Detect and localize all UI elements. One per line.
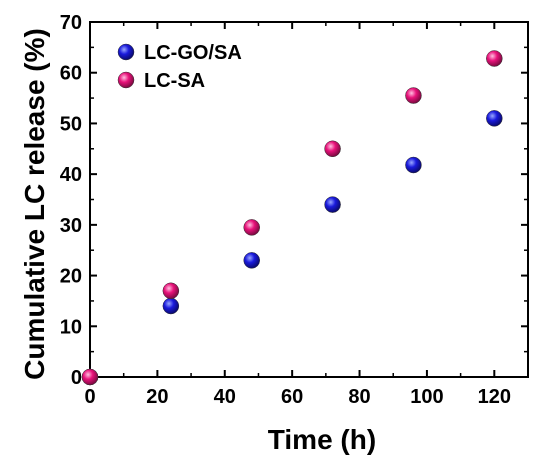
data-point-lc-sa bbox=[243, 219, 260, 236]
x-tick-label: 100 bbox=[410, 386, 443, 408]
x-tick-label: 0 bbox=[84, 386, 95, 408]
legend-label: LC-GO/SA bbox=[144, 42, 242, 64]
x-tick-label: 120 bbox=[478, 386, 511, 408]
y-tick-label: 10 bbox=[60, 316, 82, 338]
y-tick-label: 30 bbox=[60, 215, 82, 237]
data-point-lc-go-sa bbox=[243, 252, 260, 269]
x-tick-label: 20 bbox=[146, 386, 168, 408]
data-point-lc-sa bbox=[162, 282, 180, 300]
axis-ticks: 0 20 40 60 80 100 120 0 10 20 30 40 50 60 70 bbox=[60, 12, 528, 408]
y-axis-title: Cumulative LC release (%) bbox=[19, 28, 50, 380]
x-tick-label: 60 bbox=[281, 386, 303, 408]
y-tick-label: 20 bbox=[60, 266, 82, 288]
x-axis-title: Time (h) bbox=[268, 424, 376, 455]
data-point-lc-sa bbox=[81, 368, 99, 386]
data-point-lc-sa bbox=[486, 50, 503, 67]
data-points bbox=[81, 50, 503, 386]
y-tick-label: 0 bbox=[71, 367, 82, 389]
legend: LC-GO/SA LC-SA bbox=[117, 42, 242, 92]
data-point-lc-go-sa bbox=[486, 110, 503, 127]
y-tick-label: 50 bbox=[60, 113, 82, 135]
legend-marker bbox=[117, 43, 135, 61]
y-tick-label: 60 bbox=[60, 63, 82, 85]
data-point-lc-go-sa bbox=[405, 156, 422, 174]
x-tick-label: 40 bbox=[214, 386, 236, 408]
data-point-lc-go-sa bbox=[324, 196, 341, 213]
y-tick-label: 40 bbox=[60, 164, 82, 186]
y-tick-label: 70 bbox=[60, 12, 82, 34]
data-point-lc-go-sa bbox=[162, 297, 180, 315]
legend-marker bbox=[117, 71, 135, 89]
x-tick-label: 80 bbox=[348, 386, 370, 408]
data-point-lc-sa bbox=[405, 87, 422, 104]
data-point-lc-sa bbox=[324, 140, 341, 158]
legend-label: LC-SA bbox=[144, 70, 205, 92]
